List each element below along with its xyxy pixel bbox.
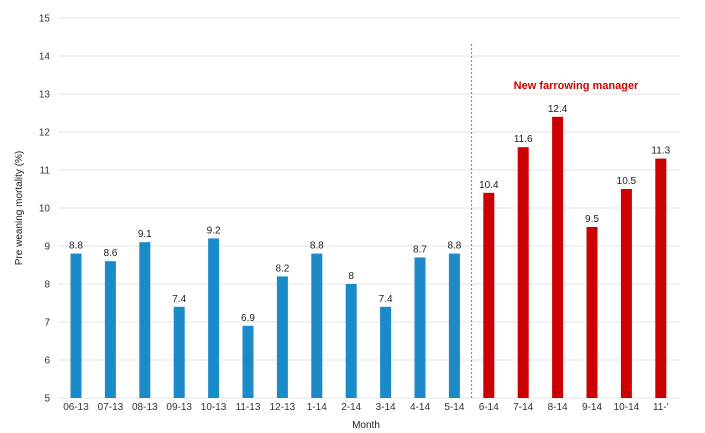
bar — [655, 158, 667, 398]
x-tick-label: 8-14 — [548, 402, 568, 413]
x-tick-label: 08-13 — [132, 402, 158, 413]
data-label: 10.4 — [479, 180, 499, 191]
y-tick-label: 12 — [39, 128, 51, 139]
bar — [311, 253, 323, 398]
y-tick-label: 11 — [40, 166, 51, 177]
x-tick-label: 12-13 — [270, 402, 296, 413]
data-label: 11.3 — [651, 146, 670, 157]
data-label: 9.1 — [138, 229, 152, 240]
grid-lines — [58, 17, 680, 399]
data-label: 11.6 — [514, 134, 533, 145]
data-label: 12.4 — [548, 104, 568, 115]
bar — [448, 253, 460, 398]
bar — [276, 276, 288, 398]
bar — [173, 306, 185, 398]
x-axis-title: Month — [352, 420, 380, 431]
bars — [70, 116, 667, 399]
data-label: 8.8 — [69, 241, 83, 252]
data-label: 8 — [348, 271, 354, 282]
bar — [380, 306, 392, 398]
data-labels: 8.8 8.6 9.1 7.4 9.2 6.9 8.2 8.8 8 7.4 8.7 8.8 10.4 11… — [69, 104, 671, 324]
x-tick-label: 6-14 — [479, 402, 499, 413]
x-tick-label: 10-14 — [614, 402, 640, 413]
bar — [620, 189, 632, 398]
data-label: 8.2 — [275, 263, 289, 274]
data-label: 9.2 — [207, 225, 221, 236]
x-tick-label: 10-13 — [201, 402, 227, 413]
bar — [70, 253, 82, 398]
y-tick-label: 10 — [39, 204, 51, 215]
data-label: 6.9 — [241, 313, 255, 324]
y-tick-label: 14 — [39, 52, 51, 63]
y-tick-label: 5 — [44, 394, 50, 405]
data-label: 7.4 — [172, 294, 186, 305]
x-axis-ticks: 06-13 07-13 08-13 09-13 10-13 11-13 12-13 1-14 2… — [63, 402, 668, 413]
data-label: 8.8 — [310, 241, 324, 252]
y-axis-ticks: 5 6 7 8 9 10 11 12 13 14 15 — [39, 14, 51, 405]
y-tick-label: 6 — [44, 356, 50, 367]
bar — [242, 325, 254, 398]
bar — [586, 227, 598, 398]
data-label: 8.6 — [103, 248, 117, 259]
bar — [517, 147, 529, 398]
x-tick-label: 9-14 — [582, 402, 602, 413]
x-tick-label: 4-14 — [410, 402, 430, 413]
bar — [139, 242, 151, 398]
y-axis-title: Pre weaning mortality (%) — [14, 151, 25, 265]
x-tick-label: 11-13 — [236, 402, 261, 413]
bar — [345, 284, 357, 398]
x-tick-label: 11-' — [653, 402, 669, 413]
x-tick-label: 1-14 — [307, 402, 327, 413]
data-label: 8.7 — [413, 244, 427, 255]
bar — [208, 238, 220, 398]
data-label: 7.4 — [379, 294, 393, 305]
x-tick-label: 09-13 — [166, 402, 192, 413]
y-tick-label: 7 — [44, 318, 50, 329]
bar — [552, 116, 564, 399]
bar — [104, 261, 116, 398]
x-tick-label: 2-14 — [341, 402, 361, 413]
data-label: 9.5 — [585, 214, 599, 225]
bar — [414, 257, 426, 398]
x-tick-label: 06-13 — [63, 402, 89, 413]
y-tick-label: 8 — [44, 280, 50, 291]
x-tick-label: 7-14 — [513, 402, 533, 413]
x-tick-label: 5-14 — [444, 402, 464, 413]
annotation-label: New farrowing manager — [514, 80, 639, 92]
x-tick-label: 07-13 — [98, 402, 124, 413]
data-label: 10.5 — [617, 176, 637, 187]
y-tick-label: 15 — [39, 14, 51, 25]
y-tick-label: 9 — [44, 242, 50, 253]
data-label: 8.8 — [447, 241, 461, 252]
bar — [483, 192, 495, 398]
y-tick-label: 13 — [39, 90, 51, 101]
x-tick-label: 3-14 — [376, 402, 396, 413]
